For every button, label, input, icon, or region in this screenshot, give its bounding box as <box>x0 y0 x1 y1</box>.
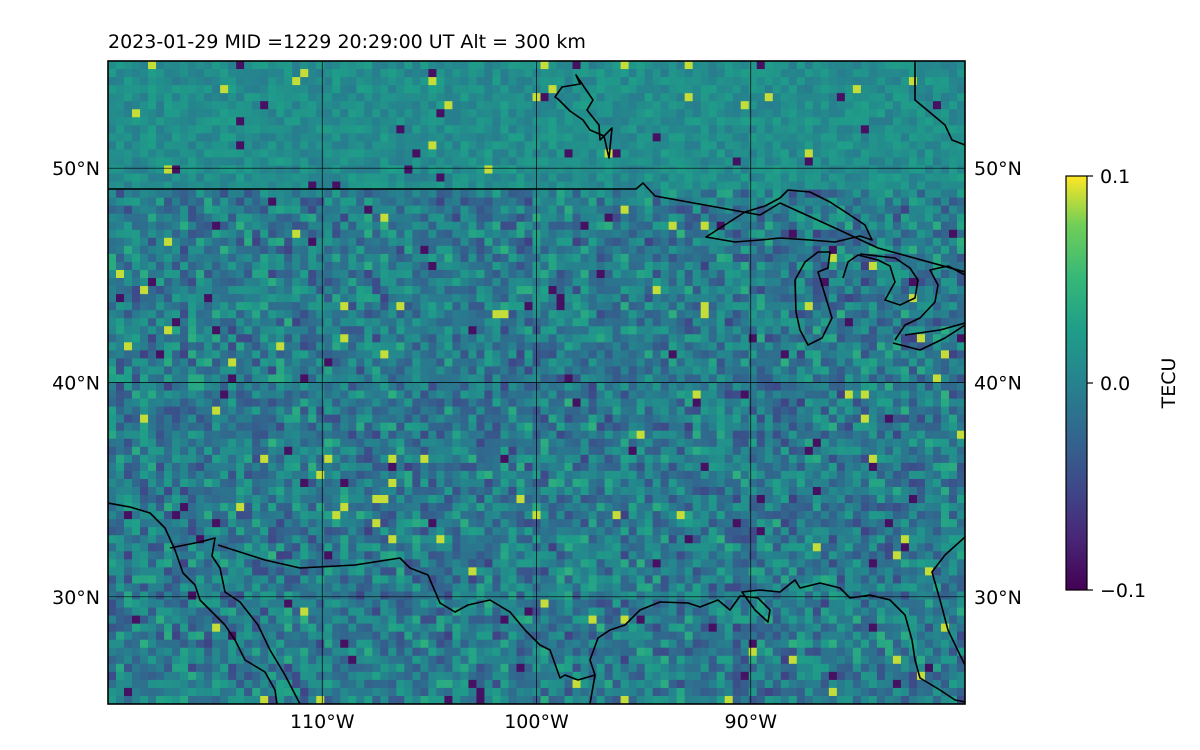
lake-erie-ontario <box>892 265 965 351</box>
colorbar-tick-label: 0.0 <box>1100 373 1130 395</box>
gulf-of-california-coast <box>169 537 301 704</box>
lake-superior <box>705 189 873 243</box>
colorbar-ticks: 0.1 0.0 −0.1 <box>1087 166 1146 602</box>
lat-tick-label-left: 40°N <box>52 373 100 395</box>
lake-michigan <box>794 251 833 346</box>
lat-tick-label-right: 40°N <box>974 373 1022 395</box>
lon-tick-label: 100°W <box>504 711 569 733</box>
lat-tick-label-left: 30°N <box>52 587 100 609</box>
lat-tick-label-right: 30°N <box>974 587 1022 609</box>
lat-tick-label-right: 50°N <box>974 158 1022 180</box>
coastlines-and-borders <box>108 61 965 704</box>
tec-heatmap <box>108 61 965 704</box>
us-mexico-border <box>217 544 596 704</box>
us-canada-border <box>108 182 965 273</box>
atlantic-coast <box>931 536 965 666</box>
baja-coast <box>108 502 278 704</box>
lon-tick-label: 90°W <box>725 711 778 733</box>
colorbar: 0.1 0.0 −0.1 TECU <box>1065 166 1180 602</box>
colorbar-label: TECU <box>1158 358 1180 410</box>
lat-tick-label-left: 50°N <box>52 158 100 180</box>
colorbar-gradient <box>1065 175 1088 591</box>
map-axis-labels: 30°N 30°N 40°N 40°N 50°N 50°N 110°W 100°W 90°W <box>52 158 1022 733</box>
lon-tick-label: 110°W <box>290 711 355 733</box>
colorbar-tick-label: 0.1 <box>1100 166 1130 188</box>
map-gridlines <box>108 61 965 704</box>
hudson-bay-coast <box>554 74 613 159</box>
map-frame <box>107 60 966 705</box>
map-title: 2023-01-29 MID =1229 20:29:00 UT Alt = 3… <box>108 31 586 53</box>
colorbar-tick-label: −0.1 <box>1100 580 1146 602</box>
gulf-of-mexico-coast <box>589 579 965 703</box>
labrador-coast <box>914 61 965 146</box>
map-area <box>107 60 966 705</box>
lake-huron <box>842 253 919 306</box>
